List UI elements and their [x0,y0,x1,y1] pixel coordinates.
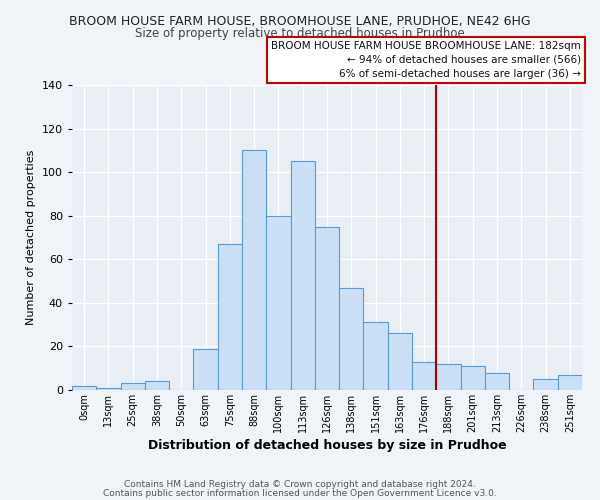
Text: Contains HM Land Registry data © Crown copyright and database right 2024.: Contains HM Land Registry data © Crown c… [124,480,476,489]
Bar [388,334,412,390]
Bar [533,379,558,390]
Bar [364,322,388,390]
Bar [436,364,461,390]
Bar [72,386,96,390]
Bar [412,362,436,390]
Bar [193,348,218,390]
Text: Size of property relative to detached houses in Prudhoe: Size of property relative to detached ho… [135,28,465,40]
X-axis label: Distribution of detached houses by size in Prudhoe: Distribution of detached houses by size … [148,439,506,452]
Bar [242,150,266,390]
Bar [145,382,169,390]
Bar [121,384,145,390]
Bar [266,216,290,390]
Bar [339,288,364,390]
Bar [96,388,121,390]
Bar [461,366,485,390]
Bar [218,244,242,390]
Bar [485,372,509,390]
Bar [315,226,339,390]
Y-axis label: Number of detached properties: Number of detached properties [26,150,36,325]
Text: BROOM HOUSE FARM HOUSE, BROOMHOUSE LANE, PRUDHOE, NE42 6HG: BROOM HOUSE FARM HOUSE, BROOMHOUSE LANE,… [69,15,531,28]
Bar [558,375,582,390]
Text: Contains public sector information licensed under the Open Government Licence v3: Contains public sector information licen… [103,490,497,498]
Bar [290,162,315,390]
Text: BROOM HOUSE FARM HOUSE BROOMHOUSE LANE: 182sqm
← 94% of detached houses are smal: BROOM HOUSE FARM HOUSE BROOMHOUSE LANE: … [271,41,581,79]
